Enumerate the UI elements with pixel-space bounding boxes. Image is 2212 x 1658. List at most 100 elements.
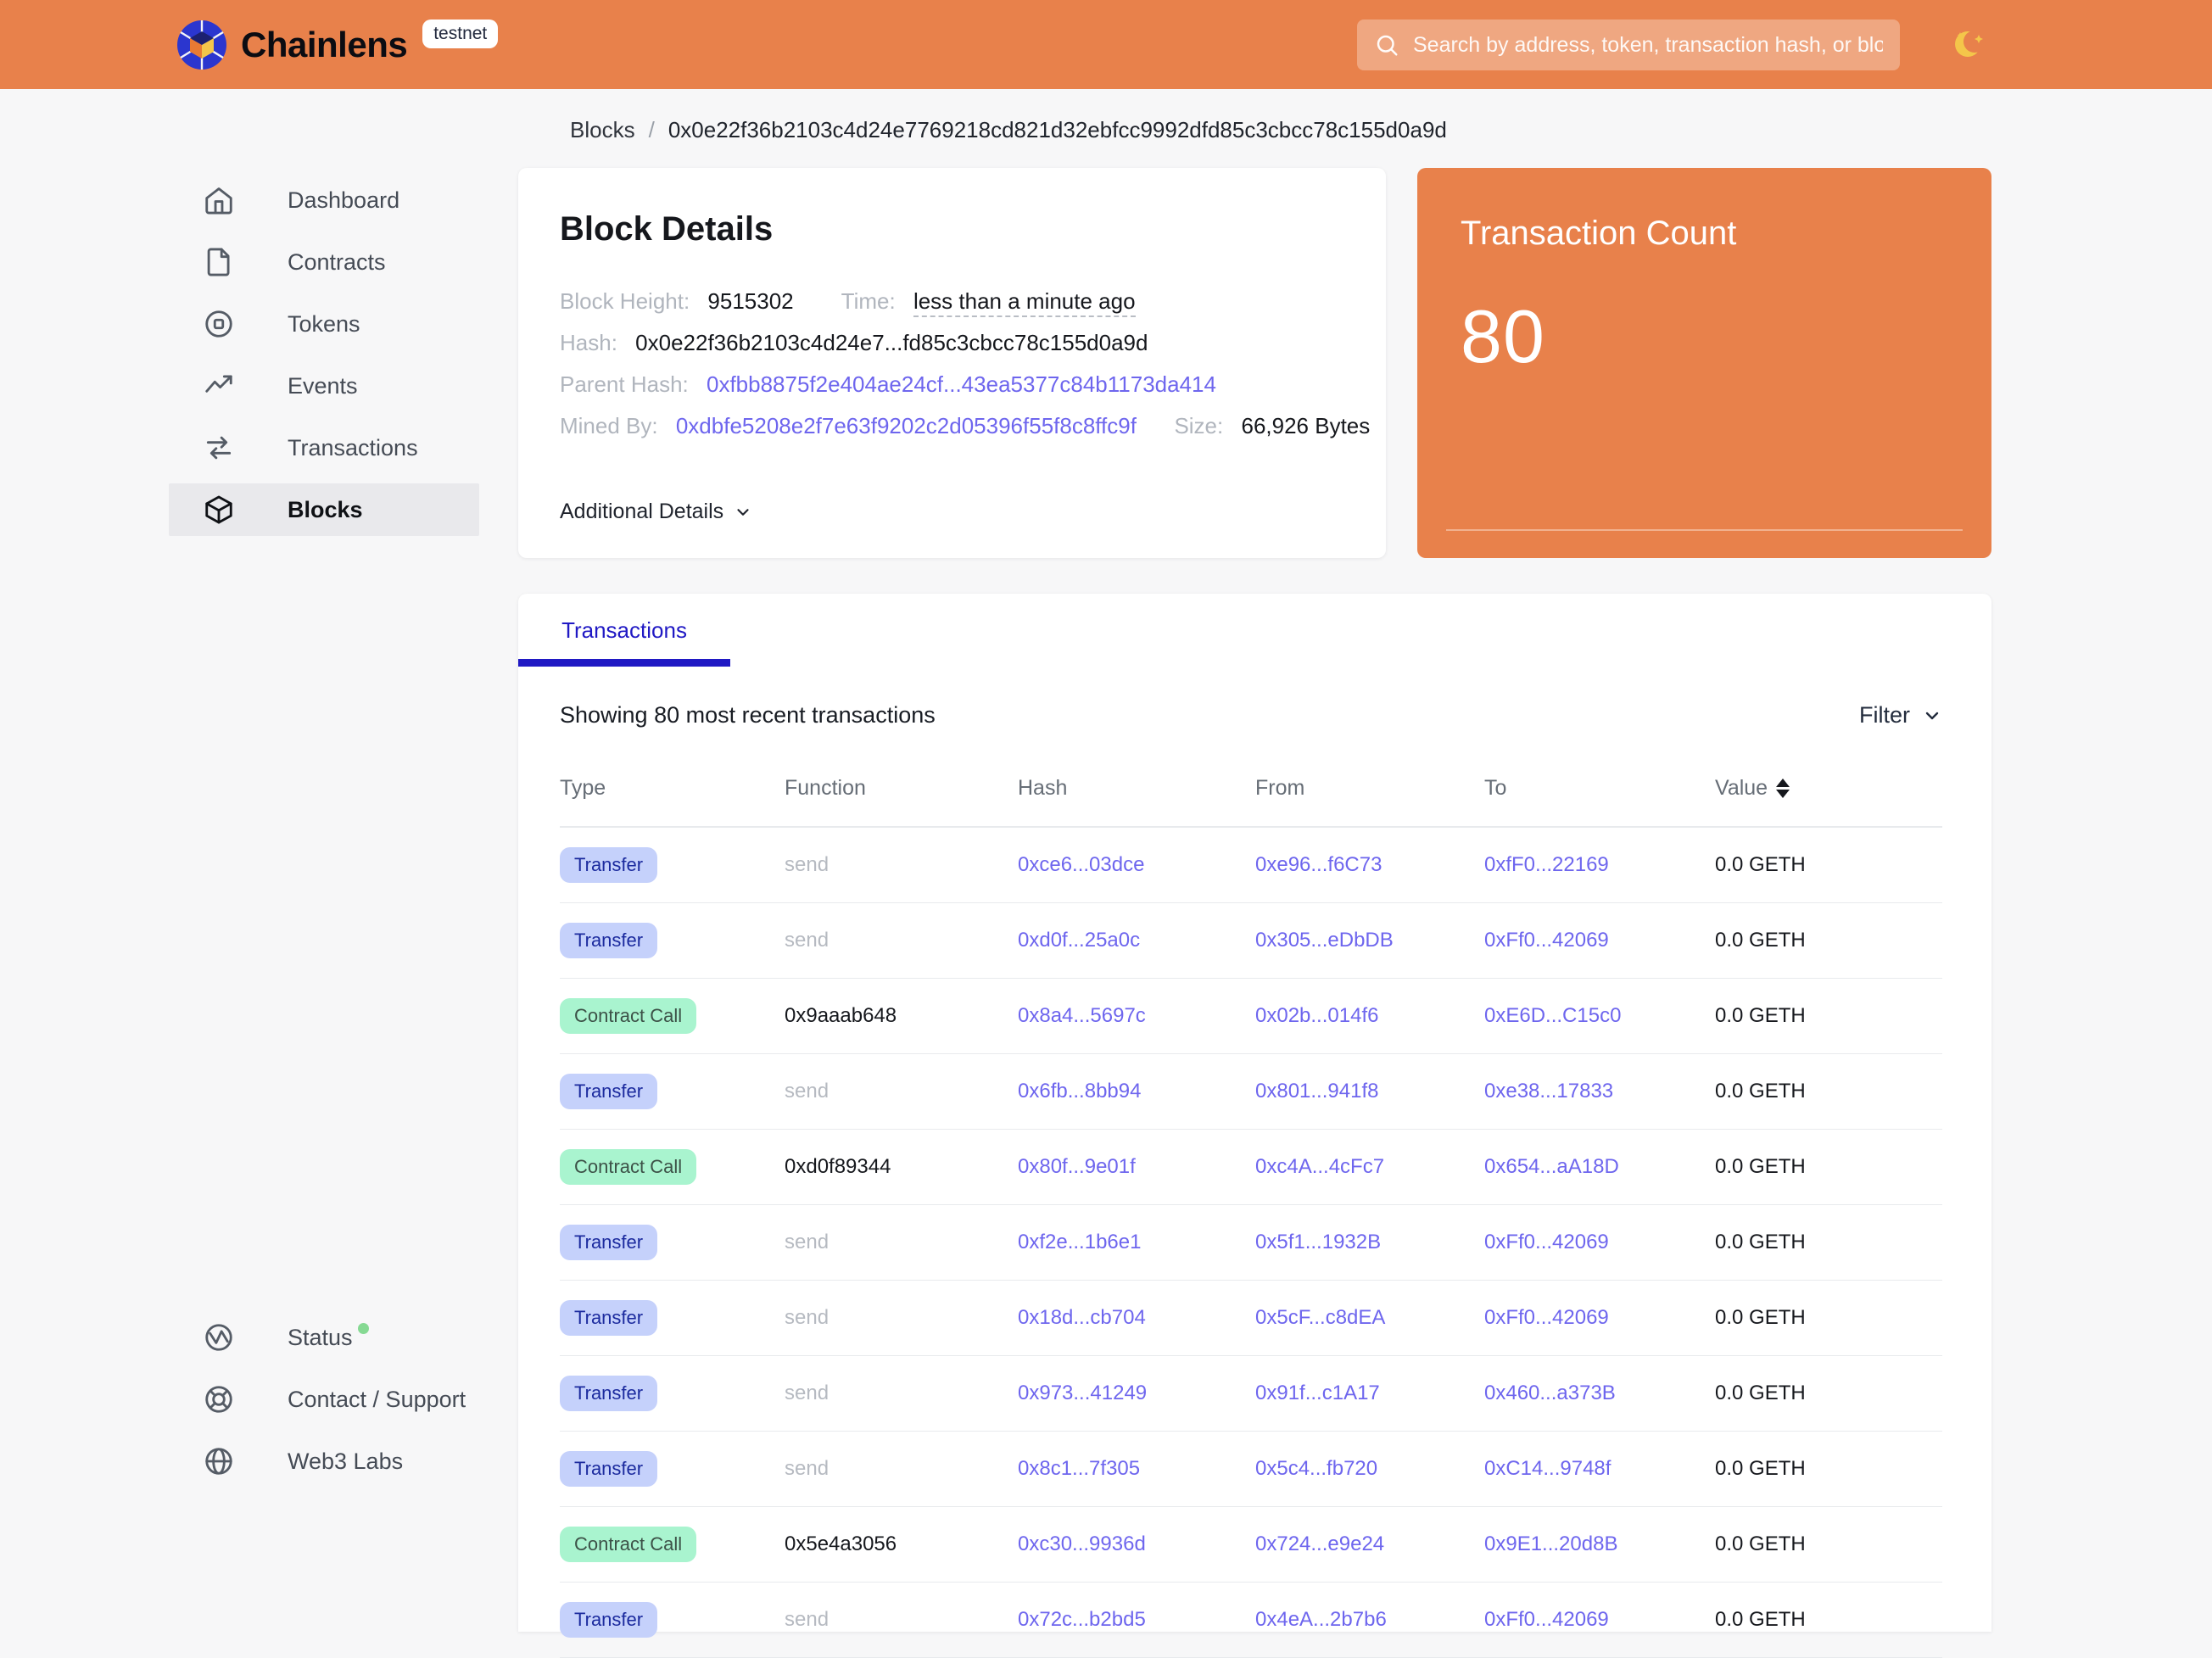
parent-hash-link[interactable]: 0xfbb8875f2e404ae24cf...43ea5377c84b1173… <box>706 371 1216 397</box>
block-details-card: Block Details Block Height: 9515302 Time… <box>518 168 1386 558</box>
block-height-row: Block Height: 9515302 Time: less than a … <box>560 281 1344 322</box>
col-value: Value <box>1715 776 1768 800</box>
tx-type-badge: Transfer <box>560 1225 658 1260</box>
parent-hash-label: Parent Hash: <box>560 371 689 397</box>
sidebar-item-tokens[interactable]: Tokens <box>169 298 479 350</box>
tx-to-link[interactable]: 0xFf0...42069 <box>1484 1306 1609 1329</box>
tx-to-link[interactable]: 0x654...aA18D <box>1484 1155 1619 1178</box>
transactions-summary: Showing 80 most recent transactions <box>560 702 936 728</box>
table-row: Transfer send 0x973...41249 0x91f...c1A1… <box>560 1356 1942 1432</box>
hash-row: Hash: 0x0e22f36b2103c4d24e7...fd85c3cbcc… <box>560 322 1344 364</box>
tx-to-link[interactable]: 0xfF0...22169 <box>1484 853 1609 876</box>
tx-value: 0.0 GETH <box>1715 1382 1806 1404</box>
additional-details-label: Additional Details <box>560 500 724 523</box>
tx-value: 0.0 GETH <box>1715 1457 1806 1480</box>
tx-value: 0.0 GETH <box>1715 1231 1806 1253</box>
tx-value: 0.0 GETH <box>1715 1608 1806 1631</box>
col-to: To <box>1484 776 1507 800</box>
sidebar-item-web3-labs[interactable]: Web3 Labs <box>169 1435 479 1488</box>
breadcrumb-blocks-link[interactable]: Blocks <box>570 117 635 142</box>
table-row: Contract Call 0x9aaab648 0x8a4...5697c 0… <box>560 979 1942 1054</box>
tx-to-link[interactable]: 0xe38...17833 <box>1484 1080 1614 1103</box>
tx-type-badge: Transfer <box>560 1376 658 1411</box>
tx-function: 0xd0f89344 <box>785 1155 891 1178</box>
tx-from-link[interactable]: 0x02b...014f6 <box>1255 1004 1379 1027</box>
tx-hash-link[interactable]: 0xf2e...1b6e1 <box>1018 1231 1142 1253</box>
tx-from-link[interactable]: 0x5f1...1932B <box>1255 1231 1382 1253</box>
tx-to-link[interactable]: 0xFf0...42069 <box>1484 1231 1609 1253</box>
tx-type-badge: Transfer <box>560 1074 658 1109</box>
tab-transactions[interactable]: Transactions <box>518 594 730 667</box>
additional-details-toggle[interactable]: Additional Details <box>560 500 752 524</box>
tx-from-link[interactable]: 0x724...e9e24 <box>1255 1532 1385 1555</box>
block-details-title: Block Details <box>560 210 774 248</box>
mined-by-link[interactable]: 0xdbfe5208e2f7e63f9202c2d05396f55f8c8ffc… <box>675 413 1137 438</box>
tx-hash-link[interactable]: 0x6fb...8bb94 <box>1018 1080 1142 1103</box>
sidebar-item-label: Status <box>288 1324 353 1350</box>
col-hash: Hash <box>1018 776 1068 800</box>
breadcrumb-current-hash: 0x0e22f36b2103c4d24e7769218cd821d32ebfcc… <box>668 117 1447 142</box>
tx-hash-link[interactable]: 0x72c...b2bd5 <box>1018 1608 1146 1631</box>
chevron-down-icon <box>737 508 749 516</box>
moon-icon <box>1955 31 1986 57</box>
tx-from-link[interactable]: 0x5c4...fb720 <box>1255 1457 1378 1480</box>
tx-type-badge: Contract Call <box>560 1527 697 1562</box>
tx-to-link[interactable]: 0xFf0...42069 <box>1484 929 1609 952</box>
tx-hash-link[interactable]: 0x8c1...7f305 <box>1018 1457 1141 1480</box>
sidebar-item-label: Contact / Support <box>288 1386 466 1412</box>
tx-to-link[interactable]: 0x9E1...20d8B <box>1484 1532 1618 1555</box>
tx-from-link[interactable]: 0x4eA...2b7b6 <box>1255 1608 1387 1631</box>
tx-hash-link[interactable]: 0xce6...03dce <box>1018 853 1145 876</box>
table-row: Transfer send 0xf2e...1b6e1 0x5f1...1932… <box>560 1205 1942 1281</box>
transactions-panel: Transactions Showing 80 most recent tran… <box>518 594 1991 1658</box>
tx-from-link[interactable]: 0x91f...c1A17 <box>1255 1382 1380 1404</box>
tx-from-link[interactable]: 0xe96...f6C73 <box>1255 853 1382 876</box>
tx-hash-link[interactable]: 0x973...41249 <box>1018 1382 1148 1404</box>
sidebar-item-label: Events <box>288 372 358 399</box>
sidebar-item-label: Contracts <box>288 248 386 275</box>
brand[interactable]: Chainlens testnet <box>176 19 499 70</box>
hash-value: 0x0e22f36b2103c4d24e7...fd85c3cbcc78c155… <box>635 330 1148 355</box>
sidebar-item-contracts[interactable]: Contracts <box>169 236 479 288</box>
col-function: Function <box>785 776 866 800</box>
search-input[interactable] <box>1413 32 1883 58</box>
tx-hash-link[interactable]: 0xc30...9936d <box>1018 1532 1146 1555</box>
filter-button[interactable]: Filter <box>1859 702 1942 729</box>
sidebar-item-blocks[interactable]: Blocks <box>169 483 479 536</box>
sort-value-icon[interactable] <box>1776 779 1790 798</box>
table-row: Transfer send 0x6fb...8bb94 0x801...941f… <box>560 1054 1942 1130</box>
tx-from-link[interactable]: 0x801...941f8 <box>1255 1080 1379 1103</box>
tx-from-link[interactable]: 0x5cF...c8dEA <box>1255 1306 1386 1329</box>
tx-to-link[interactable]: 0xE6D...C15c0 <box>1484 1004 1622 1027</box>
tx-to-link[interactable]: 0x460...a373B <box>1484 1382 1616 1404</box>
tx-hash-link[interactable]: 0x80f...9e01f <box>1018 1155 1136 1178</box>
tx-value: 0.0 GETH <box>1715 1532 1806 1555</box>
web3labs-icon <box>203 1445 235 1477</box>
transactions-table: Type Function Hash From To Value Transfe… <box>560 776 1942 1658</box>
tx-type-badge: Transfer <box>560 923 658 958</box>
tx-function: send <box>785 1608 830 1631</box>
sidebar-item-events[interactable]: Events <box>169 360 479 412</box>
sidebar-item-contact-support[interactable]: Contact / Support <box>169 1373 479 1426</box>
col-from: From <box>1255 776 1305 800</box>
tx-hash-link[interactable]: 0xd0f...25a0c <box>1018 929 1141 952</box>
tx-from-link[interactable]: 0x305...eDbDB <box>1255 929 1394 952</box>
col-type: Type <box>560 776 606 800</box>
dark-mode-toggle[interactable] <box>1947 22 1991 66</box>
search-box[interactable] <box>1357 20 1900 70</box>
table-row: Transfer send 0x18d...cb704 0x5cF...c8dE… <box>560 1281 1942 1356</box>
sidebar-item-transactions[interactable]: Transactions <box>169 421 479 474</box>
tx-type-badge: Transfer <box>560 1300 658 1336</box>
sidebar-item-status[interactable]: Status <box>169 1311 479 1364</box>
tx-to-link[interactable]: 0xFf0...42069 <box>1484 1608 1609 1631</box>
card-divider <box>1446 529 1963 531</box>
tx-type-badge: Transfer <box>560 1451 658 1487</box>
tx-value: 0.0 GETH <box>1715 1306 1806 1329</box>
tx-from-link[interactable]: 0xc4A...4cFc7 <box>1255 1155 1385 1178</box>
tx-hash-link[interactable]: 0x8a4...5697c <box>1018 1004 1146 1027</box>
tx-type-badge: Transfer <box>560 1602 658 1638</box>
tx-hash-link[interactable]: 0x18d...cb704 <box>1018 1306 1146 1329</box>
sidebar-item-dashboard[interactable]: Dashboard <box>169 174 479 226</box>
tx-to-link[interactable]: 0xC14...9748f <box>1484 1457 1612 1480</box>
time-label: Time: <box>841 288 896 314</box>
